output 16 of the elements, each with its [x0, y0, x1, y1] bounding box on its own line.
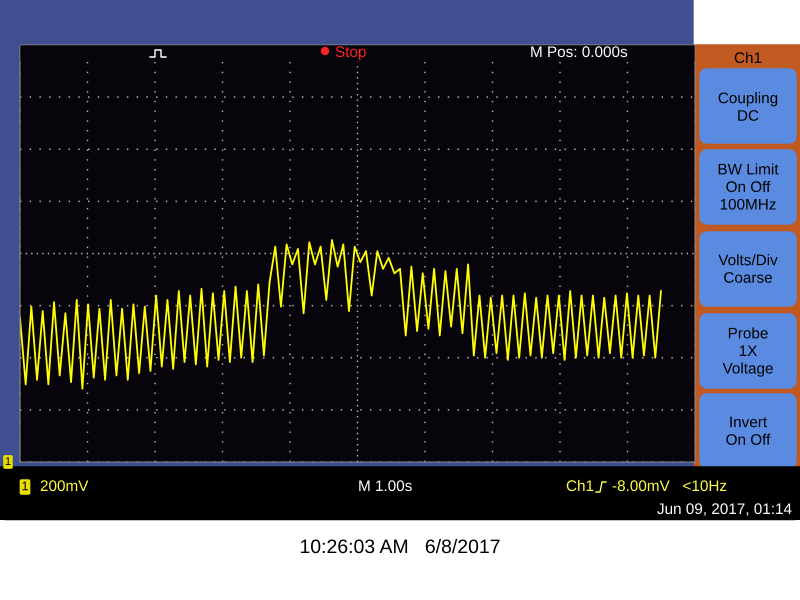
- text: Probe 1X Voltage: [722, 327, 773, 377]
- text: 1: [22, 482, 28, 490]
- text: Volts/Div Coarse: [718, 254, 778, 283]
- text: BW Limit On Off 100MHz: [718, 163, 778, 210]
- text: M 1.00s: [359, 480, 412, 492]
- text: -8.00mV <10Hz: [612, 480, 726, 492]
- text: 200mV: [40, 480, 88, 492]
- text: 1: [6, 457, 11, 465]
- text: Ch1: [566, 480, 594, 492]
- text: Coupling DC: [718, 92, 778, 121]
- text: M Pos: 0.000s: [531, 46, 628, 58]
- text: Stop: [336, 46, 366, 60]
- text: Invert On Off: [726, 416, 770, 445]
- text: 10:26:03 AM 6/8/2017: [300, 538, 500, 554]
- text: Ch1: [734, 52, 762, 64]
- text: Jun 09, 2017, 01:14: [657, 503, 792, 516]
